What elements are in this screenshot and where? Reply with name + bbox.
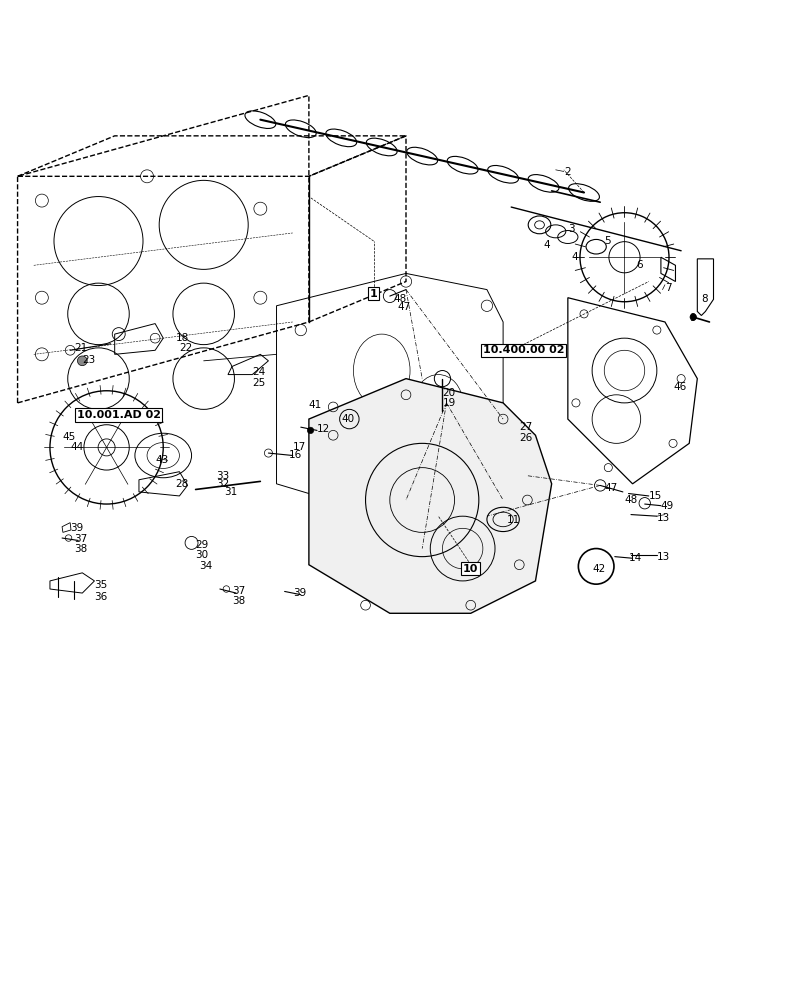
Text: 43: 43 <box>155 455 168 465</box>
Text: 44: 44 <box>70 442 84 452</box>
Text: 47: 47 <box>397 302 410 312</box>
Text: 8: 8 <box>701 294 707 304</box>
Text: 36: 36 <box>94 592 108 602</box>
Text: 10.001.AD 02: 10.001.AD 02 <box>76 410 161 420</box>
Text: 24: 24 <box>252 367 265 377</box>
Text: 21: 21 <box>74 343 88 353</box>
Circle shape <box>307 427 313 434</box>
Text: 15: 15 <box>648 491 661 501</box>
Text: 32: 32 <box>216 479 229 489</box>
Text: 46: 46 <box>672 382 685 392</box>
Text: 4: 4 <box>543 240 550 250</box>
Text: 13: 13 <box>656 513 669 523</box>
Text: 35: 35 <box>94 580 108 590</box>
Text: 33: 33 <box>216 471 229 481</box>
Text: 27: 27 <box>519 422 532 432</box>
Text: 39: 39 <box>292 588 306 598</box>
Text: 26: 26 <box>519 433 532 443</box>
Text: 20: 20 <box>442 388 455 398</box>
Text: 2: 2 <box>563 167 569 177</box>
Text: 37: 37 <box>232 586 245 596</box>
Text: 1: 1 <box>369 289 377 299</box>
Text: 16: 16 <box>288 450 302 460</box>
Polygon shape <box>308 379 551 613</box>
Text: 10: 10 <box>462 564 478 574</box>
Text: 6: 6 <box>636 260 642 270</box>
Text: 48: 48 <box>393 294 406 304</box>
Text: 23: 23 <box>82 355 96 365</box>
Circle shape <box>77 356 87 366</box>
Text: 29: 29 <box>195 540 208 550</box>
Text: 28: 28 <box>175 479 188 489</box>
Text: 11: 11 <box>507 515 520 525</box>
Text: 5: 5 <box>603 236 610 246</box>
Text: 37: 37 <box>74 534 88 544</box>
Text: 31: 31 <box>224 487 237 497</box>
Text: 41: 41 <box>308 400 322 410</box>
Text: 48: 48 <box>624 495 637 505</box>
Circle shape <box>689 314 696 320</box>
Text: 18: 18 <box>175 333 188 343</box>
Text: 39: 39 <box>70 523 84 533</box>
Text: 13: 13 <box>656 552 669 562</box>
Text: 7: 7 <box>664 283 671 293</box>
Text: 22: 22 <box>179 343 192 353</box>
Text: 4: 4 <box>571 252 577 262</box>
Text: 34: 34 <box>200 561 212 571</box>
Text: 25: 25 <box>252 378 265 388</box>
Text: 38: 38 <box>74 544 88 554</box>
Text: 47: 47 <box>603 483 616 493</box>
Text: 19: 19 <box>442 398 455 408</box>
Text: 10.400.00 02: 10.400.00 02 <box>482 345 564 355</box>
Text: 38: 38 <box>232 596 245 606</box>
Text: 42: 42 <box>591 564 605 574</box>
Text: 9: 9 <box>689 313 695 323</box>
Text: 3: 3 <box>567 224 573 234</box>
Text: 12: 12 <box>316 424 330 434</box>
Text: 17: 17 <box>292 442 306 452</box>
Text: 45: 45 <box>62 432 75 442</box>
Text: 40: 40 <box>341 414 354 424</box>
Text: 49: 49 <box>660 501 673 511</box>
Text: 30: 30 <box>195 550 208 560</box>
Text: 14: 14 <box>628 553 641 563</box>
